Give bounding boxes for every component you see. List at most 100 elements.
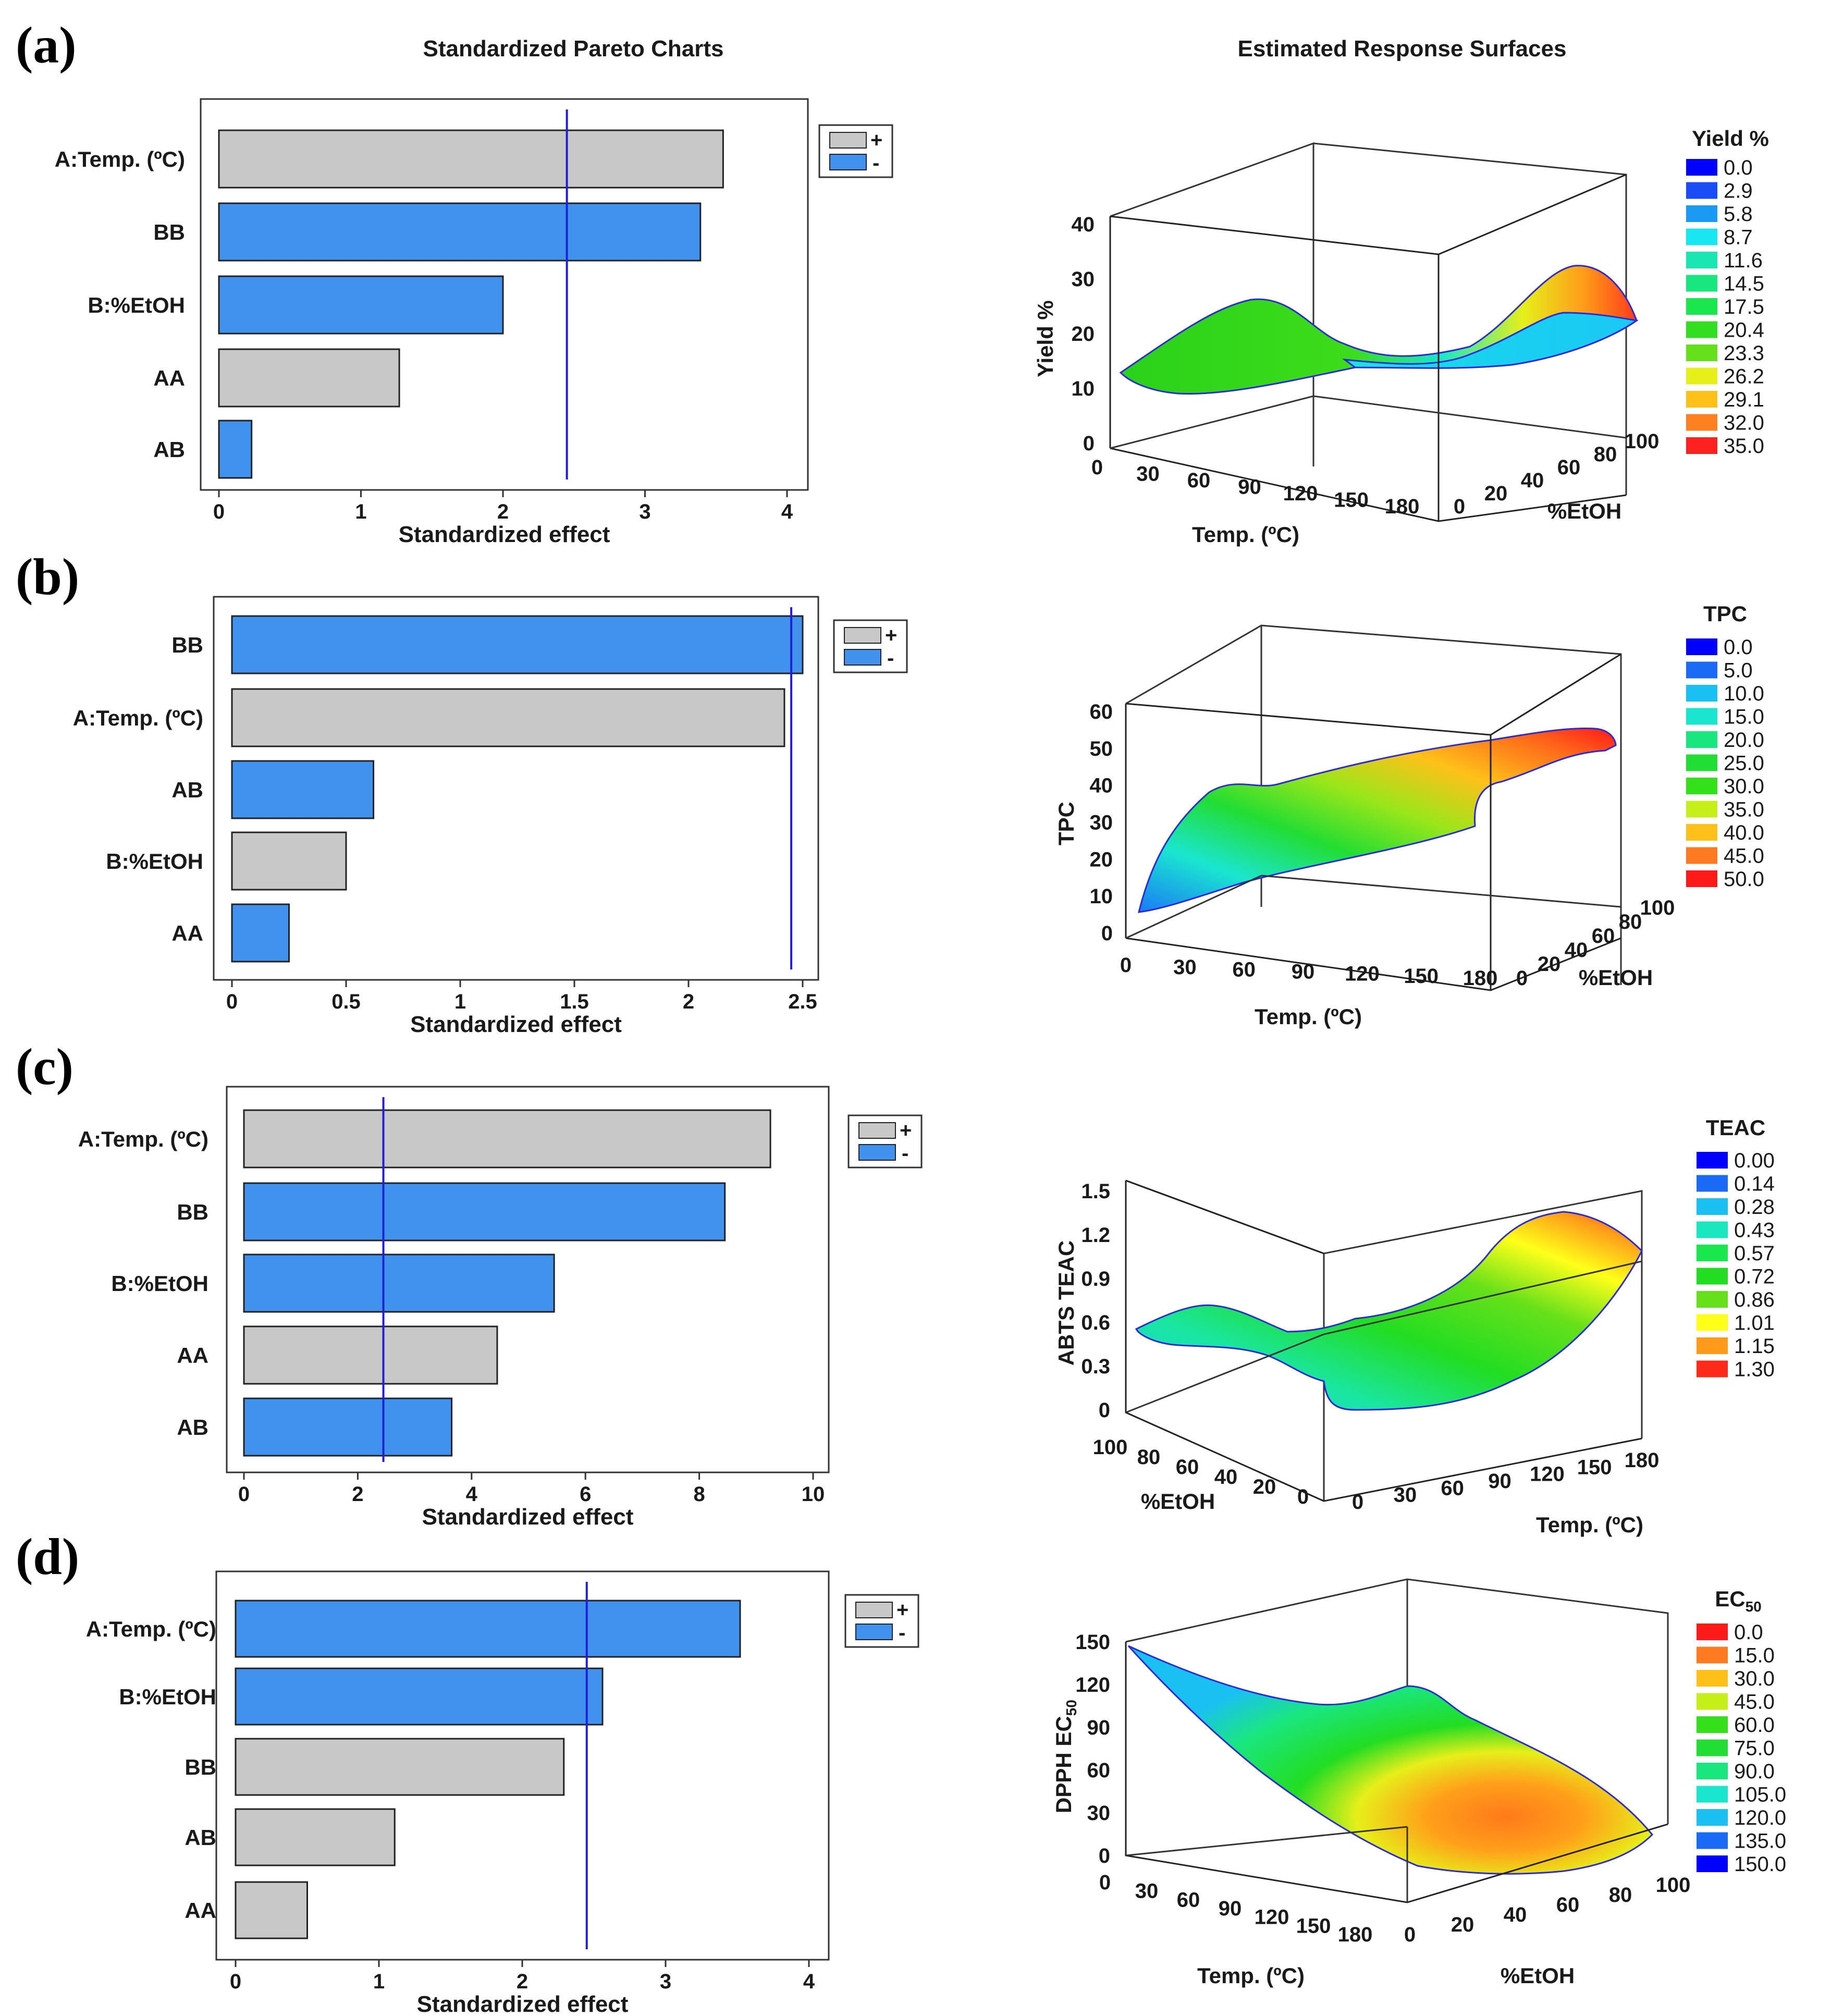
legend-swatch [1686,298,1717,315]
x-axis-label: Standardized effect [410,1012,622,1037]
x-tick-label: 1.5 [560,990,589,1013]
category-label: B:%EtOH [111,1271,208,1296]
y-tick-label: 100 [1656,1874,1691,1897]
legend-value: 0.57 [1734,1242,1775,1265]
x-tick-label: 1 [373,1970,385,1993]
y-tick-label: 100 [1625,430,1660,453]
bar [235,1808,396,1866]
legend-swatch-minus [858,1144,896,1161]
legend-value: 14.5 [1724,273,1764,296]
surface-b-back-box [1125,624,1622,985]
legend-value: 0.86 [1734,1288,1775,1311]
legend-swatch [1697,1291,1728,1308]
pareto-frame [200,98,809,491]
x-tick-label: 30 [1135,1880,1159,1903]
bar [231,615,804,674]
surface-a-floor [1110,447,1627,522]
x-axis-label: Standardized effect [399,522,610,547]
legend-minus-label: - [902,1142,908,1165]
bar [243,1325,498,1385]
z-tick-label: 0 [1099,1845,1110,1867]
bar [243,1253,555,1313]
x-tick-label: 150 [1404,965,1439,988]
x-tick-label: 10 [802,1483,825,1506]
y-axis-label: %EtOH [1579,965,1653,990]
x-tick-label: 90 [1292,961,1315,984]
legend-title: EC50 [1715,1587,1762,1615]
category-label: A:Temp. (ºC) [78,1127,208,1151]
category-label: B:%EtOH [88,293,185,317]
legend-swatch [1697,1268,1728,1285]
legend-swatch [1686,870,1717,887]
legend-swatch [1686,345,1717,361]
surface-plot-c [1125,1179,1643,1502]
legend-swatch [1697,1786,1728,1803]
bar [235,1667,604,1726]
panel-label-d: (d) [16,1528,79,1585]
x-tick-label: 2 [352,1483,363,1506]
z-tick-label: 1.5 [1081,1180,1110,1203]
x-tick-label: 2 [497,500,509,523]
x-tick-label: 1 [454,990,466,1013]
category-label: AA [153,366,185,390]
legend-value: 15.0 [1724,706,1764,729]
x-tick-label: 4 [803,1970,815,1993]
x-tick-label: 2 [683,990,694,1013]
x-tick-label: 3 [660,1970,671,1993]
z-tick-label: 20 [1072,323,1095,346]
x-tick-label: 1 [355,500,366,523]
legend-swatch [1697,1175,1728,1192]
category-label: AA [177,1343,208,1368]
legend-value: 30.0 [1734,1667,1775,1690]
y-tick-label: 100 [1640,896,1675,919]
z-tick-label: 0.3 [1081,1355,1110,1378]
category-label: AB [185,1825,216,1850]
category-label: B:%EtOH [119,1685,216,1709]
y-tick-label: 60 [1176,1456,1199,1479]
category-label: AB [153,437,185,462]
bar [235,1881,308,1939]
legend-swatch-plus [855,1602,893,1618]
x-axis-label: Temp. (ºC) [1536,1513,1643,1537]
y-tick-label: 20 [1484,482,1508,505]
legend-value: 1.30 [1734,1358,1775,1381]
category-label: BB [171,633,203,657]
legend-swatch [1686,731,1717,748]
legend-swatch [1686,685,1717,702]
pareto-chart-a: A:Temp. (ºC) BB B:%EtOH AA AB 0 1 2 3 4 Standardiz… [55,98,893,547]
legend-value: 105.0 [1734,1784,1786,1806]
x-tick-label: 120 [1530,1463,1565,1486]
surface-a-front-underside [1342,312,1639,369]
legend-swatch [1697,1221,1728,1238]
x-tick-label: 4 [781,500,793,523]
legend-swatch [1697,1670,1728,1687]
x-tick-label: 30 [1136,463,1160,486]
legend-title: TPC [1703,601,1747,626]
legend-value: 5.0 [1724,659,1753,682]
legend-value: 20.4 [1724,319,1764,342]
color-legend-d: EC50 0.015.030.045.060.075.090.0105.0120.… [1697,1587,1786,1876]
legend-swatch [1697,1624,1728,1640]
bar [235,1738,565,1796]
category-label: A:Temp. (ºC) [86,1617,216,1641]
legend-value: 35.0 [1724,435,1764,458]
legend-value: 1.15 [1734,1335,1775,1358]
z-tick-label: 10 [1072,377,1095,400]
y-tick-label: 40 [1565,939,1588,962]
legend-swatch-minus [844,649,881,666]
surface-a-front-box [1110,174,1627,255]
surface-b-front-box [1125,653,1621,736]
legend-value: 25.0 [1724,752,1764,775]
color-legend-c: TEAC 0.000.140.280.430.570.720.861.011.15… [1697,1115,1775,1381]
legend-value: 29.1 [1724,388,1764,411]
surface-d-axes: 0 30 60 90 120 150 DPPH EC50 0 30 60 90 120 150 180 Te… [1051,1631,1690,1988]
z-tick-label: 120 [1075,1674,1110,1697]
x-tick-label: 0 [1120,954,1132,977]
bar [243,1109,771,1169]
surface-a-axes: 0 10 20 30 40 Yield % 0 30 60 90 120 150 180 Temp. (º… [1033,213,1659,547]
y-tick-label: 80 [1594,443,1617,466]
legend-value: 45.0 [1734,1691,1775,1714]
legend-swatch [1686,391,1717,408]
surface-d-front-box [1125,1642,1668,1903]
surface-b-floor [1125,937,1621,991]
